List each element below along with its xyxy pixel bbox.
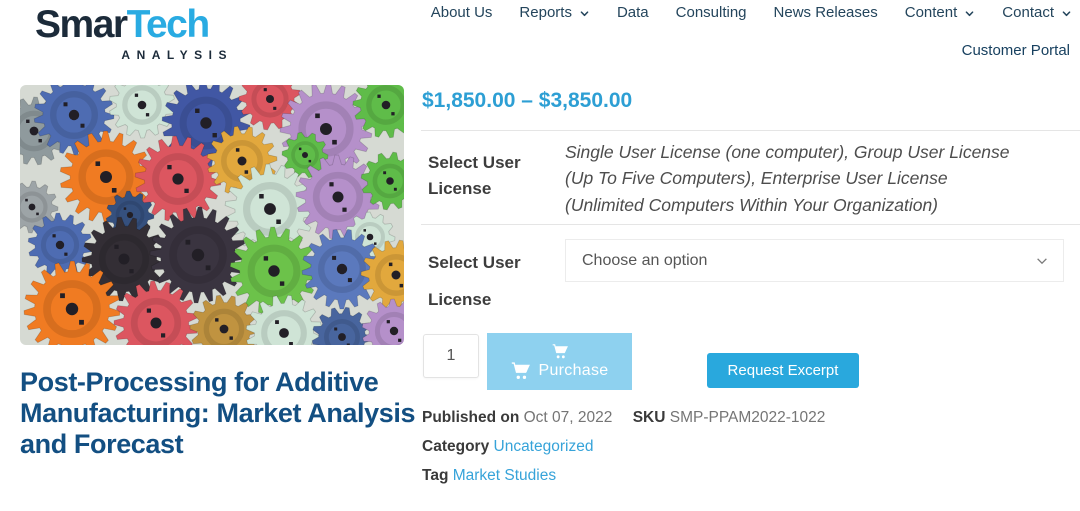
chevron-down-icon <box>965 11 974 17</box>
published-sku-row: Published on Oct 07, 2022 SKU SMP-PPAM20… <box>422 409 825 427</box>
nav-item-label: News Releases <box>773 4 878 21</box>
license-select-value: Choose an option <box>582 251 708 269</box>
purchase-button-label: Purchase <box>538 361 609 379</box>
product-image-svg <box>20 85 404 345</box>
nav-item-consulting[interactable]: Consulting <box>676 4 747 21</box>
category-link[interactable]: Uncategorized <box>493 438 594 455</box>
main-nav: About Us Reports Data Consulting News Releas… <box>431 4 1072 21</box>
price-range: $1,850.00 – $3,850.00 <box>422 89 633 112</box>
chevron-down-icon <box>1062 11 1071 17</box>
sku-label: SKU <box>632 409 666 426</box>
nav-item-content[interactable]: Content <box>905 4 976 21</box>
logo-wordmark: SmarTech <box>35 3 233 46</box>
nav-item-data[interactable]: Data <box>617 4 649 21</box>
smartech-logo[interactable]: SmarTech ANALYSIS <box>35 3 233 62</box>
cart-icon <box>552 343 568 359</box>
request-excerpt-button[interactable]: Request Excerpt <box>707 353 859 388</box>
nav-item-label: Contact <box>1002 4 1054 21</box>
logo-part-smar: Smar <box>35 3 128 46</box>
tag-label: Tag <box>422 467 449 484</box>
logo-subtitle: ANALYSIS <box>121 47 233 62</box>
tag-row: Tag Market Studies <box>422 467 825 485</box>
customer-portal-link[interactable]: Customer Portal <box>961 42 1070 59</box>
chevron-down-icon <box>1037 257 1047 264</box>
nav-item-contact[interactable]: Contact <box>1002 4 1072 21</box>
license-select[interactable]: Choose an option <box>565 239 1064 282</box>
nav-item-label: About Us <box>430 4 493 21</box>
nav-item-label: Consulting <box>675 4 747 21</box>
product-meta: Published on Oct 07, 2022 SKU SMP-PPAM20… <box>422 409 825 496</box>
nav-item-label: Reports <box>519 4 572 21</box>
published-label: Published on <box>422 409 520 426</box>
category-label: Category <box>422 438 490 455</box>
published-value: Oct 07, 2022 <box>523 409 613 426</box>
license-description-text: Single User License (one computer), Grou… <box>565 142 1010 215</box>
nav-item-reports[interactable]: Reports <box>519 4 590 21</box>
logo-part-tech: Tech <box>126 3 211 46</box>
nav-item-about-us[interactable]: About Us <box>431 4 493 21</box>
divider <box>421 130 1080 131</box>
license-select-label: Select User License <box>428 253 521 310</box>
product-title: Post-Processing for Additive Manufacturi… <box>20 367 416 459</box>
cart-icon <box>511 361 530 380</box>
license-description-label: Select User License <box>428 153 521 199</box>
sku-value: SMP-PPAM2022-1022 <box>669 409 826 426</box>
product-image[interactable] <box>20 85 404 345</box>
nav-item-label: Data <box>616 4 649 21</box>
purchase-button[interactable]: Purchase <box>487 333 632 390</box>
category-row: Category Uncategorized <box>422 438 825 456</box>
chevron-down-icon <box>580 11 589 17</box>
nav-item-label: Content <box>904 4 958 21</box>
quantity-input[interactable] <box>423 334 479 378</box>
tag-link[interactable]: Market Studies <box>452 467 557 484</box>
nav-item-news-releases[interactable]: News Releases <box>774 4 878 21</box>
divider <box>421 224 1080 225</box>
